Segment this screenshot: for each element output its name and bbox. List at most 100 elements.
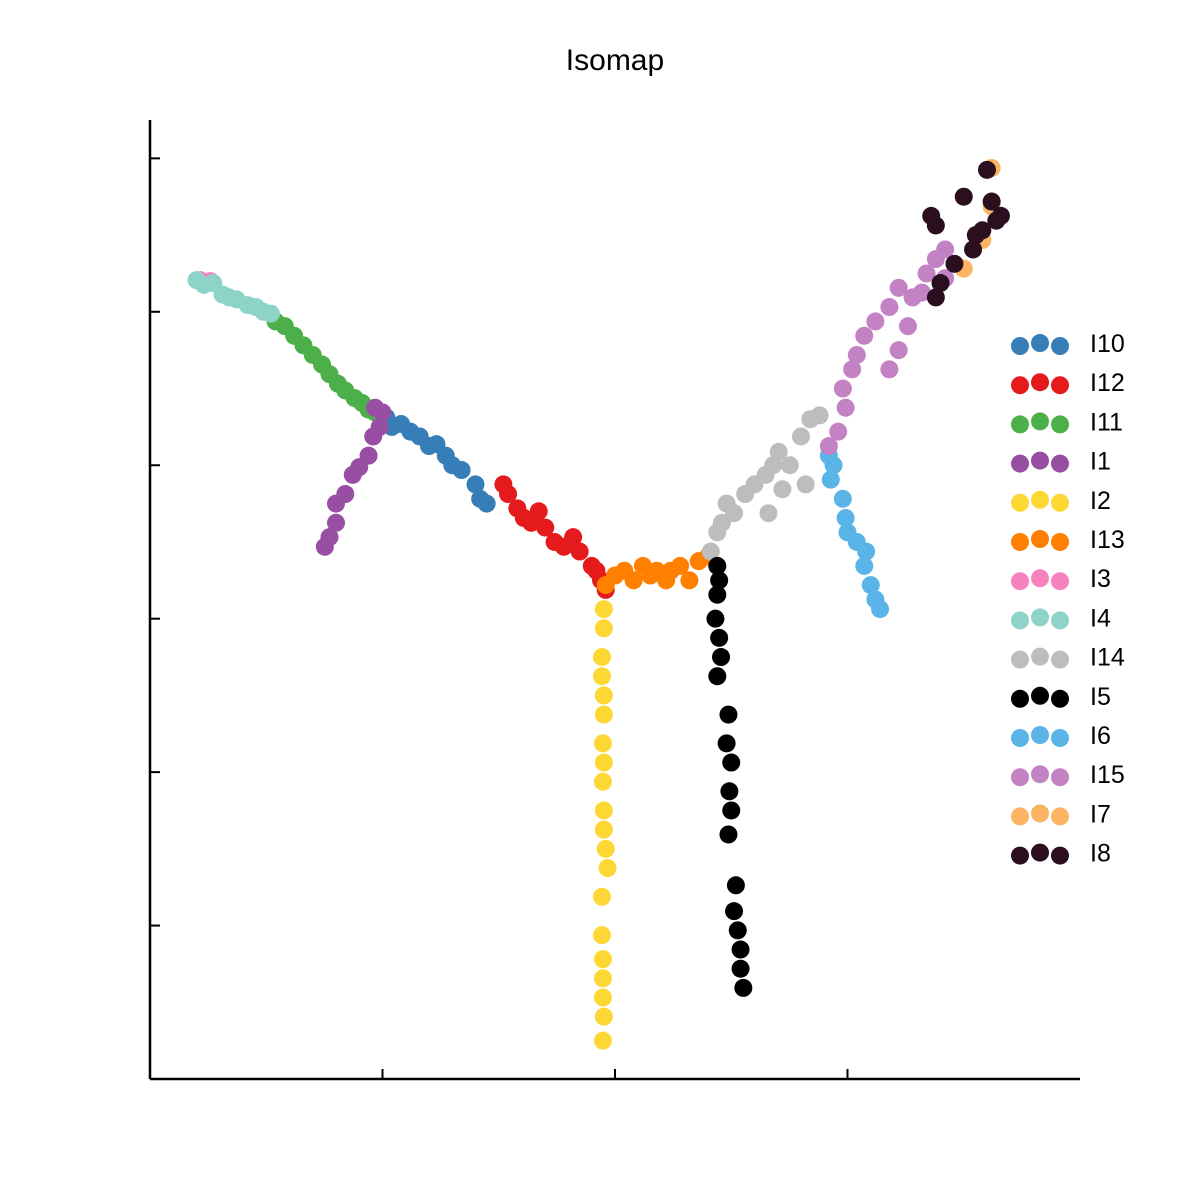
data-point bbox=[966, 226, 985, 245]
legend-marker bbox=[1051, 376, 1069, 395]
data-point bbox=[731, 959, 750, 978]
data-point bbox=[594, 705, 613, 724]
legend-item-i1: I1 bbox=[1011, 448, 1111, 476]
data-point bbox=[728, 921, 747, 940]
legend-item-i10: I10 bbox=[1011, 330, 1125, 358]
data-point bbox=[593, 988, 612, 1007]
data-point bbox=[954, 187, 973, 206]
data-point bbox=[725, 504, 744, 523]
data-point bbox=[564, 528, 583, 547]
legend-marker bbox=[1051, 846, 1069, 865]
legend-label: I7 bbox=[1090, 800, 1111, 828]
data-point bbox=[594, 753, 613, 772]
data-point bbox=[708, 556, 727, 575]
data-point bbox=[594, 1007, 613, 1026]
legend-marker bbox=[1011, 689, 1029, 708]
data-point bbox=[594, 600, 613, 619]
data-point bbox=[780, 456, 799, 475]
legend: I10 I12 I11 I1 I2 I13 I3 I4 I14 I5 I6 I15 I7 I8 bbox=[1011, 330, 1125, 868]
legend-marker bbox=[1051, 454, 1069, 473]
data-point bbox=[861, 576, 880, 595]
data-point bbox=[671, 556, 690, 575]
data-point bbox=[722, 753, 741, 772]
data-point bbox=[843, 360, 862, 379]
data-point bbox=[945, 254, 964, 273]
data-point bbox=[593, 772, 612, 791]
legend-marker bbox=[1011, 729, 1029, 747]
legend-item-i3: I3 bbox=[1011, 565, 1111, 593]
data-point bbox=[529, 502, 548, 521]
legend-marker bbox=[1031, 765, 1049, 784]
data-point bbox=[936, 240, 955, 259]
legend-marker bbox=[1011, 454, 1029, 473]
legend-item-i2: I2 bbox=[1011, 487, 1111, 515]
data-point bbox=[719, 825, 738, 844]
data-point bbox=[261, 304, 280, 323]
legend-marker bbox=[1011, 768, 1029, 787]
data-point bbox=[594, 686, 613, 705]
legend-marker bbox=[1031, 569, 1049, 588]
data-point bbox=[880, 360, 899, 379]
data-point bbox=[593, 1031, 612, 1050]
data-point bbox=[680, 571, 699, 590]
series-i14 bbox=[701, 406, 829, 561]
data-point bbox=[477, 494, 496, 513]
data-point bbox=[796, 475, 815, 494]
data-point bbox=[593, 950, 612, 969]
data-point bbox=[720, 782, 739, 801]
data-point bbox=[336, 485, 355, 504]
legend-marker bbox=[1011, 611, 1029, 630]
legend-label: I13 bbox=[1090, 526, 1125, 554]
data-point bbox=[917, 264, 936, 283]
data-point bbox=[731, 940, 750, 959]
legend-label: I14 bbox=[1090, 644, 1125, 672]
legend-label: I6 bbox=[1090, 722, 1111, 750]
data-point bbox=[499, 485, 518, 504]
legend-label: I15 bbox=[1090, 761, 1125, 789]
legend-marker bbox=[1031, 608, 1049, 627]
legend-marker bbox=[1051, 689, 1069, 708]
legend-marker bbox=[1011, 807, 1029, 826]
legend-marker bbox=[1051, 807, 1069, 826]
data-point bbox=[701, 542, 720, 561]
data-point bbox=[598, 859, 617, 878]
legend-marker bbox=[1031, 412, 1049, 431]
data-point bbox=[710, 628, 729, 647]
legend-marker bbox=[1031, 490, 1049, 509]
data-point bbox=[931, 274, 950, 293]
legend-label: I8 bbox=[1090, 840, 1111, 868]
data-point bbox=[912, 283, 931, 302]
data-point bbox=[836, 398, 855, 417]
legend-marker bbox=[1031, 647, 1049, 666]
legend-marker bbox=[1031, 334, 1049, 352]
series-i11 bbox=[266, 312, 385, 422]
series-i2 bbox=[592, 600, 617, 1050]
data-point bbox=[725, 902, 744, 921]
data-point bbox=[722, 801, 741, 820]
data-point bbox=[592, 926, 611, 945]
legend-marker bbox=[1031, 530, 1049, 548]
data-point bbox=[871, 600, 890, 619]
series-i15 bbox=[819, 240, 955, 456]
data-point bbox=[819, 437, 838, 456]
chart-title: Isomap bbox=[566, 44, 664, 77]
data-point bbox=[759, 504, 778, 523]
data-point bbox=[708, 667, 727, 686]
data-point bbox=[821, 470, 840, 489]
legend-label: I4 bbox=[1090, 604, 1111, 632]
legend-marker bbox=[1031, 686, 1049, 705]
data-point bbox=[855, 326, 874, 345]
data-point bbox=[370, 417, 389, 436]
legend-marker bbox=[1011, 572, 1029, 591]
legend-marker bbox=[1011, 376, 1029, 395]
data-point bbox=[898, 317, 917, 336]
legend-label: I12 bbox=[1090, 369, 1125, 397]
data-point bbox=[594, 619, 613, 638]
legend-marker bbox=[1011, 337, 1029, 355]
data-point bbox=[592, 648, 611, 667]
data-point bbox=[922, 206, 941, 225]
legend-marker bbox=[1051, 768, 1069, 787]
data-point bbox=[734, 978, 753, 997]
data-point bbox=[987, 211, 1006, 230]
